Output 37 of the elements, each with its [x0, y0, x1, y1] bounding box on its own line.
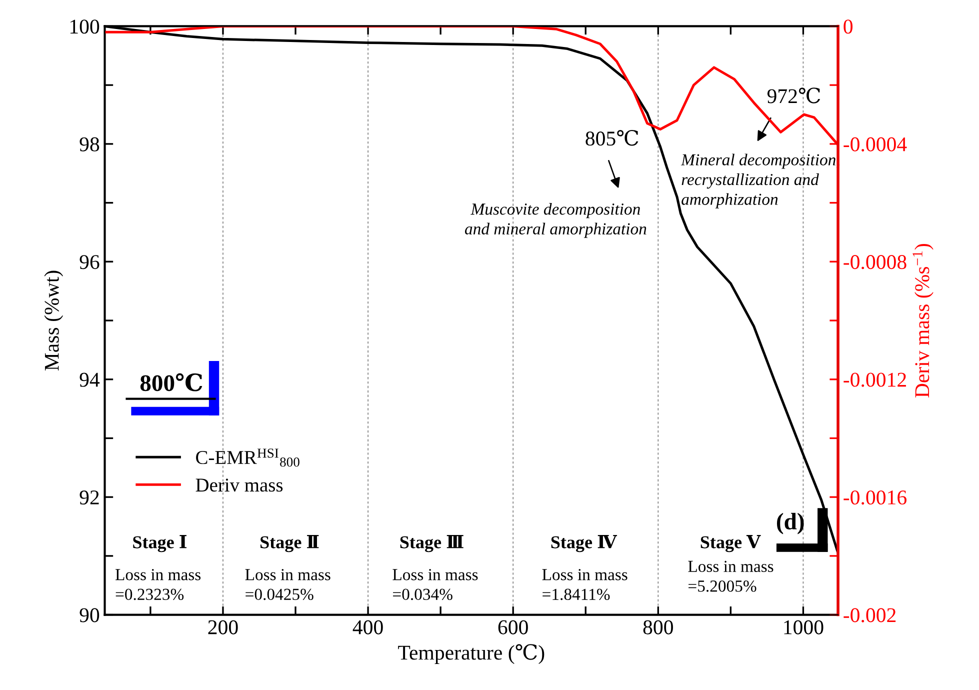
annotation: Loss in mass =0.034% [392, 569, 478, 600]
x-tick-label: 800 [643, 620, 673, 634]
y2-tick-label: 0 [844, 20, 853, 34]
x-tick-label: 400 [352, 620, 383, 634]
y-tick-label: 90 [80, 608, 100, 622]
x-tick-label: 600 [498, 620, 528, 634]
y-tick-label: 98 [80, 137, 100, 152]
annotation: (d) [776, 512, 804, 534]
annotation: 800℃ [140, 373, 202, 392]
legend-label: Deriv mass [196, 478, 283, 492]
annotation: Stage Ⅲ [400, 535, 464, 552]
annotation: Loss in mass =5.2005% [688, 560, 774, 592]
annotation: Loss in mass =1.8411% [542, 569, 628, 600]
annotation: 972℃ [767, 88, 820, 104]
y-tick-label: 96 [80, 255, 100, 270]
y2-axis-title: Deriv mass (%s$^{−1}$) [912, 244, 934, 398]
x-tick-label: 1000 [784, 620, 824, 634]
annotation: Loss in mass =0.0425% [245, 569, 330, 600]
annotation: 805℃ [586, 130, 638, 146]
y2-tick-label: -0.0016 [844, 490, 906, 505]
annotation: Stage Ⅳ [551, 535, 618, 552]
annotation: Stage Ⅰ [133, 535, 186, 552]
y-tick-label: 100 [70, 20, 100, 34]
legend-label: C-EMR$^{HSI}$$_{800}$ [196, 448, 300, 467]
annotation: Stage Ⅴ [700, 535, 761, 552]
y2-tick-label: -0.0008 [844, 255, 906, 270]
y2-tick-label: -0.0012 [844, 372, 906, 387]
y-tick-label: 92 [80, 490, 99, 505]
annotation: Stage Ⅱ [260, 535, 319, 552]
annotation: Loss in mass =0.2323% [116, 569, 201, 600]
y2-tick-label: -0.0004 [844, 137, 907, 152]
x-tick-label: 200 [208, 620, 238, 634]
x-axis-title: Temperature (℃) [398, 644, 544, 664]
y2-tick-label: -0.002 [844, 608, 896, 622]
annotation: Muscovite decomposition and mineral amorphization [465, 203, 646, 238]
y-tick-label: 94 [80, 372, 100, 387]
y-axis-title: Mass (%wt) [44, 270, 64, 371]
